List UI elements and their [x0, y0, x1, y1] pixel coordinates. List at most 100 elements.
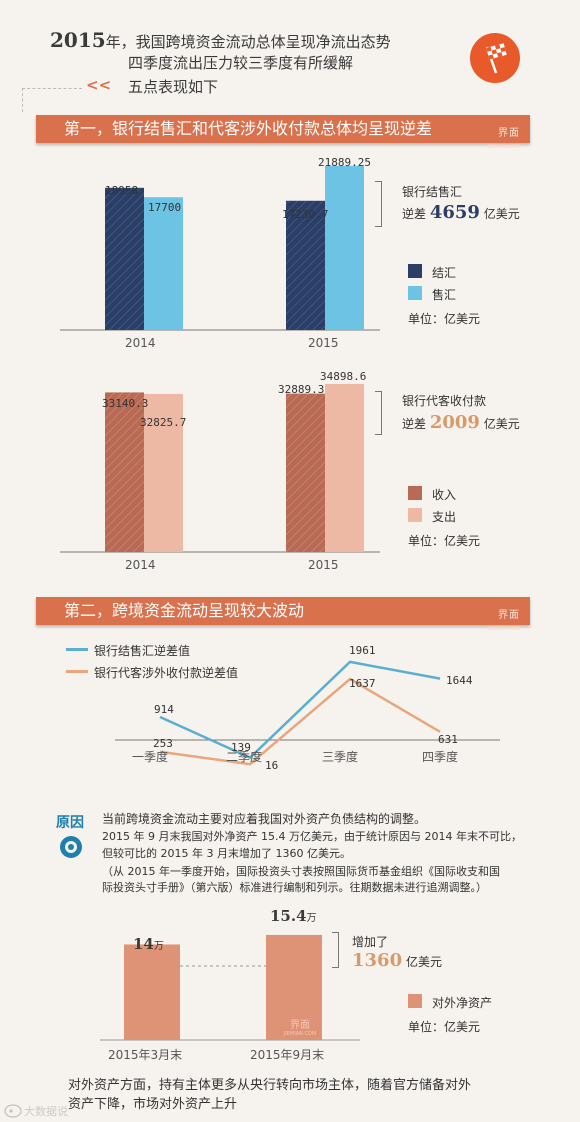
chart4-bar-tag: 界面 JIEMIAN.COM	[276, 1016, 324, 1037]
reason-badge: 原因	[54, 812, 92, 864]
chart2-label-s2-2015: 34898.6	[320, 370, 367, 383]
chart4-unit: 单位：亿美元	[408, 1020, 481, 1034]
chart3-label-s1-q1: 914	[154, 703, 174, 716]
chart3-legend-label-1: 银行结售汇逆差值	[94, 644, 191, 658]
chart-net-external-assets: 界面 JIEMIAN.COM 14万 15.4万 2015年3月末 2015年9…	[0, 900, 580, 1070]
chart3-series-line-1	[159, 660, 441, 760]
chart2-annotation-suffix: 亿美元	[483, 417, 520, 431]
chart3-label-s1-q4: 1644	[446, 674, 473, 687]
section2-title: 第二，跨境资金流动呈现较大波动	[64, 601, 305, 620]
chart-fx-settlement: 2014 2015 18958 17700 17230.7 21889.25 银…	[0, 150, 580, 360]
chart2-label-s1-2014: 33140.3	[102, 397, 149, 410]
chart4-value-1-suffix: 万	[153, 941, 164, 952]
reason-line-4: （从 2015 年一季度开始，国际投资头寸表按照国际货币基金组织《国际收支和国	[102, 865, 500, 878]
chart4-svg	[100, 934, 360, 1041]
watermark-text: 大数据说	[24, 1105, 68, 1118]
chart3-label-s2-q2: 16	[265, 759, 279, 772]
chart4-bar-s1-0	[124, 944, 180, 1040]
chart2-svg	[60, 383, 380, 553]
chart4-bar-tag-small: JIEMIAN.COM	[283, 1031, 317, 1037]
chart4-value-2: 15.4万	[270, 906, 317, 925]
chart1-bracket	[375, 181, 382, 227]
chart2-unit: 单位：亿美元	[408, 534, 481, 548]
chart3-legend-line-1	[66, 648, 88, 651]
chart2-legend-swatch-1	[408, 486, 422, 500]
chart1-legend-label-1: 结汇	[432, 266, 457, 280]
watermark-icon	[4, 1104, 22, 1118]
header-line2: 四季度流出压力较三季度有所缓解	[128, 54, 354, 72]
chart2-legend-label-2: 支出	[432, 510, 457, 524]
section1-tag: 界面	[498, 128, 520, 139]
section2-tag: 界面	[498, 610, 520, 621]
chart4-value-1-number: 14	[133, 935, 154, 953]
chart3-series-line-2	[159, 677, 441, 766]
chart-quarterly-deficit: 银行结售汇逆差值 银行代客涉外收付款逆差值 914 139 1961 1644 …	[0, 632, 580, 792]
chart1-label-s2-2014: 17700	[148, 201, 182, 214]
reason-line-3: 但较可比的 2015 年 3 月末增加了 1360 亿美元。	[102, 847, 351, 860]
chart4-value-1: 14万	[133, 934, 164, 953]
chart1-annotation-title: 银行结售汇	[402, 185, 463, 199]
chart2-bar-s1-0	[105, 392, 144, 552]
chart2-bar-s2-1	[325, 383, 364, 552]
footer-text-1: 对外资产方面，持有主体更多从央行转向市场主体，随着官方储备对外	[68, 1078, 472, 1093]
chart4-legend-label: 对外净资产	[432, 996, 493, 1010]
chart1-svg	[60, 165, 380, 331]
chart1-xtick-2014: 2014	[125, 336, 156, 350]
chart2-legend-label-1: 收入	[432, 488, 457, 502]
chart3-label-s2-q3: 1637	[349, 677, 376, 690]
chart1-legend-label-2: 售汇	[432, 288, 457, 302]
chart4-annotation-number: 1360	[352, 950, 403, 971]
chart4-xtick-2: 2015年9月末	[250, 1048, 325, 1062]
chart1-annotation-number: 4659	[429, 202, 480, 223]
chart1-label-s1-2014: 18958	[105, 184, 139, 197]
chart1-bar-s1-0	[105, 187, 144, 330]
chart3-label-s1-q3: 1961	[349, 644, 376, 657]
chart1-legend-swatch-2	[408, 286, 422, 300]
section1-tag-small: JIEMIAN.COM	[487, 144, 520, 150]
chart1-xtick-2015: 2015	[308, 336, 339, 350]
section2-band: 第二，跨境资金流动呈现较大波动 界面 JIEMIAN.COM	[36, 597, 530, 632]
chart3-xtick-q2: 二季度	[226, 750, 263, 764]
chart1-annotation-deficit: 逆差 4659 亿美元	[402, 202, 520, 223]
chart2-xtick-2014: 2014	[125, 558, 156, 572]
chart3-label-s2-q1: 253	[153, 737, 173, 750]
chart4-value-2-suffix: 万	[306, 913, 317, 924]
chart4-bar-tag-text: 界面	[290, 1020, 310, 1031]
chart2-bracket	[375, 391, 382, 435]
reason-label: 原因	[56, 815, 84, 831]
section1-title: 第一，银行结售汇和代客涉外收付款总体均呈现逆差	[64, 119, 433, 138]
watermark: 大数据说	[4, 1100, 84, 1120]
footer-text-2: 资产下降，市场对外资产上升	[68, 1097, 238, 1112]
header-divider-left	[22, 88, 23, 112]
header: 2015年，我国跨境资金流动总体呈现净流出态势 四季度流出压力较三季度有所缓解 …	[50, 28, 470, 98]
chart3-label-s2-q4: 631	[438, 733, 458, 746]
chart1-annotation-suffix: 亿美元	[483, 207, 520, 221]
chart2-annotation-deficit: 逆差 2009 亿美元	[402, 412, 520, 433]
chart2-bar-s1-1	[286, 393, 325, 552]
header-divider-bottom	[22, 88, 82, 89]
chart4-value-2-number: 15.4	[270, 907, 307, 925]
chart2-legend-swatch-2	[408, 508, 422, 522]
chart2-xtick-2015: 2015	[308, 558, 339, 572]
chart1-bar-s1-1	[286, 200, 325, 330]
reason-line-5: 际投资头寸手册》（第六版）标准进行编制和列示。往期数据未进行追溯调整。）	[102, 881, 487, 894]
section1-band: 第一，银行结售汇和代客涉外收付款总体均呈现逆差 界面 JIEMIAN.COM	[36, 115, 530, 150]
chart1-label-s1-2015: 17230.7	[282, 208, 329, 221]
chart4-legend-swatch	[408, 994, 422, 1008]
chart1-unit: 单位：亿美元	[408, 312, 481, 326]
section2-tag-small: JIEMIAN.COM	[487, 626, 520, 632]
reason-line-2: 2015 年 9 月末我国对外净资产 15.4 万亿美元，由于统计原因与 201…	[102, 830, 522, 843]
chart3-label-s1-q2: 139	[231, 741, 251, 754]
chart4-bracket	[332, 932, 339, 968]
chart2-annotation-prefix: 逆差	[402, 417, 427, 431]
chart2-label-s1-2015: 32889.3	[278, 383, 325, 396]
header-line1-text: 年，我国跨境资金流动总体呈现净流出态势	[105, 33, 391, 51]
checkered-flag-icon	[470, 33, 520, 83]
chart3-legend-line-2	[66, 670, 88, 673]
header-year: 2015	[50, 28, 106, 52]
reason-line-1: 当前跨境资金流动主要对应着我国对外资产负债结构的调整。	[102, 812, 427, 826]
chart3-xtick-q1: 一季度	[132, 750, 169, 764]
chart-customer-payments: 2014 2015 33140.3 32825.7 32889.3 34898.…	[0, 362, 580, 582]
chart1-bar-s2-0	[144, 197, 183, 330]
chart1-legend-swatch-1	[408, 264, 422, 278]
